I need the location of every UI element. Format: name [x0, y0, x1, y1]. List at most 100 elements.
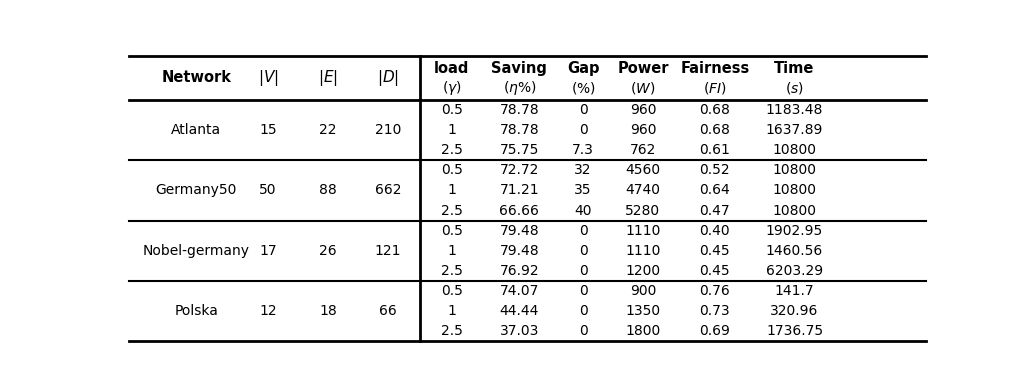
Text: 66.66: 66.66 [499, 204, 539, 218]
Text: 1800: 1800 [626, 324, 661, 338]
Text: 4560: 4560 [626, 163, 661, 177]
Text: $(s)$: $(s)$ [785, 80, 804, 96]
Text: 0: 0 [578, 244, 588, 258]
Text: 66: 66 [379, 304, 396, 318]
Text: $|D|$: $|D|$ [377, 68, 399, 88]
Text: 0: 0 [578, 304, 588, 318]
Text: 72.72: 72.72 [500, 163, 539, 177]
Text: load: load [434, 61, 469, 76]
Text: 22: 22 [319, 123, 336, 137]
Text: 0.40: 0.40 [700, 223, 731, 238]
Text: 0: 0 [578, 264, 588, 278]
Text: 141.7: 141.7 [775, 284, 814, 298]
Text: 2.5: 2.5 [440, 324, 463, 338]
Text: 0.47: 0.47 [700, 204, 731, 218]
Text: $|E|$: $|E|$ [318, 68, 338, 88]
Text: 4740: 4740 [626, 183, 661, 197]
Text: Nobel-germany: Nobel-germany [143, 244, 250, 258]
Text: Atlanta: Atlanta [172, 123, 221, 137]
Text: 1736.75: 1736.75 [766, 324, 823, 338]
Text: 10800: 10800 [773, 183, 817, 197]
Text: 762: 762 [630, 143, 657, 157]
Text: Power: Power [617, 61, 669, 76]
Text: 1: 1 [448, 183, 456, 197]
Text: 0: 0 [578, 123, 588, 137]
Text: 0.68: 0.68 [700, 103, 731, 117]
Text: 1110: 1110 [626, 244, 661, 258]
Text: 74.07: 74.07 [500, 284, 539, 298]
Text: Network: Network [162, 71, 232, 85]
Text: 0.69: 0.69 [700, 324, 731, 338]
Text: 121: 121 [375, 244, 401, 258]
Text: 2.5: 2.5 [440, 143, 463, 157]
Text: 0.52: 0.52 [700, 163, 731, 177]
Text: 1183.48: 1183.48 [766, 103, 823, 117]
Text: 88: 88 [319, 183, 336, 197]
Text: 0.5: 0.5 [440, 103, 463, 117]
Text: Gap: Gap [567, 61, 600, 76]
Text: 0.73: 0.73 [700, 304, 731, 318]
Text: 78.78: 78.78 [499, 123, 539, 137]
Text: 26: 26 [319, 244, 336, 258]
Text: 0.76: 0.76 [700, 284, 731, 298]
Text: 40: 40 [574, 204, 592, 218]
Text: 0.5: 0.5 [440, 284, 463, 298]
Text: 32: 32 [574, 163, 592, 177]
Text: 1200: 1200 [626, 264, 661, 278]
Text: 0: 0 [578, 324, 588, 338]
Text: Germany50: Germany50 [155, 183, 237, 197]
Text: 900: 900 [630, 284, 657, 298]
Text: $(FI)$: $(FI)$ [703, 80, 726, 96]
Text: 50: 50 [259, 183, 277, 197]
Text: 0.64: 0.64 [700, 183, 731, 197]
Text: 1902.95: 1902.95 [766, 223, 823, 238]
Text: 1110: 1110 [626, 223, 661, 238]
Text: 2.5: 2.5 [440, 264, 463, 278]
Text: 960: 960 [630, 103, 657, 117]
Text: Saving: Saving [492, 61, 547, 76]
Text: 6203.29: 6203.29 [766, 264, 823, 278]
Text: 35: 35 [574, 183, 592, 197]
Text: Polska: Polska [175, 304, 218, 318]
Text: Time: Time [775, 61, 815, 76]
Text: 320.96: 320.96 [771, 304, 819, 318]
Text: 0.5: 0.5 [440, 163, 463, 177]
Text: 1: 1 [448, 244, 456, 258]
Text: 10800: 10800 [773, 163, 817, 177]
Text: 1637.89: 1637.89 [766, 123, 823, 137]
Text: $|V|$: $|V|$ [258, 68, 279, 88]
Text: 37.03: 37.03 [500, 324, 539, 338]
Text: 2.5: 2.5 [440, 204, 463, 218]
Text: 0.45: 0.45 [700, 264, 731, 278]
Text: $(\%)$: $(\%)$ [571, 80, 596, 96]
Text: 1: 1 [448, 304, 456, 318]
Text: 0: 0 [578, 284, 588, 298]
Text: 7.3: 7.3 [572, 143, 594, 157]
Text: 12: 12 [259, 304, 277, 318]
Text: 76.92: 76.92 [499, 264, 539, 278]
Text: 18: 18 [319, 304, 336, 318]
Text: 960: 960 [630, 123, 657, 137]
Text: 1: 1 [448, 123, 456, 137]
Text: Fairness: Fairness [680, 61, 749, 76]
Text: 0.5: 0.5 [440, 223, 463, 238]
Text: 78.78: 78.78 [499, 103, 539, 117]
Text: 1350: 1350 [626, 304, 661, 318]
Text: 5280: 5280 [626, 204, 661, 218]
Text: 0: 0 [578, 223, 588, 238]
Text: 17: 17 [259, 244, 277, 258]
Text: 15: 15 [259, 123, 277, 137]
Text: 0.45: 0.45 [700, 244, 731, 258]
Text: 0.61: 0.61 [700, 143, 731, 157]
Text: 75.75: 75.75 [500, 143, 539, 157]
Text: 10800: 10800 [773, 204, 817, 218]
Text: 10800: 10800 [773, 143, 817, 157]
Text: $(\gamma)$: $(\gamma)$ [441, 79, 462, 97]
Text: 44.44: 44.44 [500, 304, 539, 318]
Text: 71.21: 71.21 [499, 183, 539, 197]
Text: 0: 0 [578, 103, 588, 117]
Text: 662: 662 [375, 183, 401, 197]
Text: $(\eta\%)$: $(\eta\%)$ [502, 79, 536, 97]
Text: 210: 210 [375, 123, 401, 137]
Text: 0.68: 0.68 [700, 123, 731, 137]
